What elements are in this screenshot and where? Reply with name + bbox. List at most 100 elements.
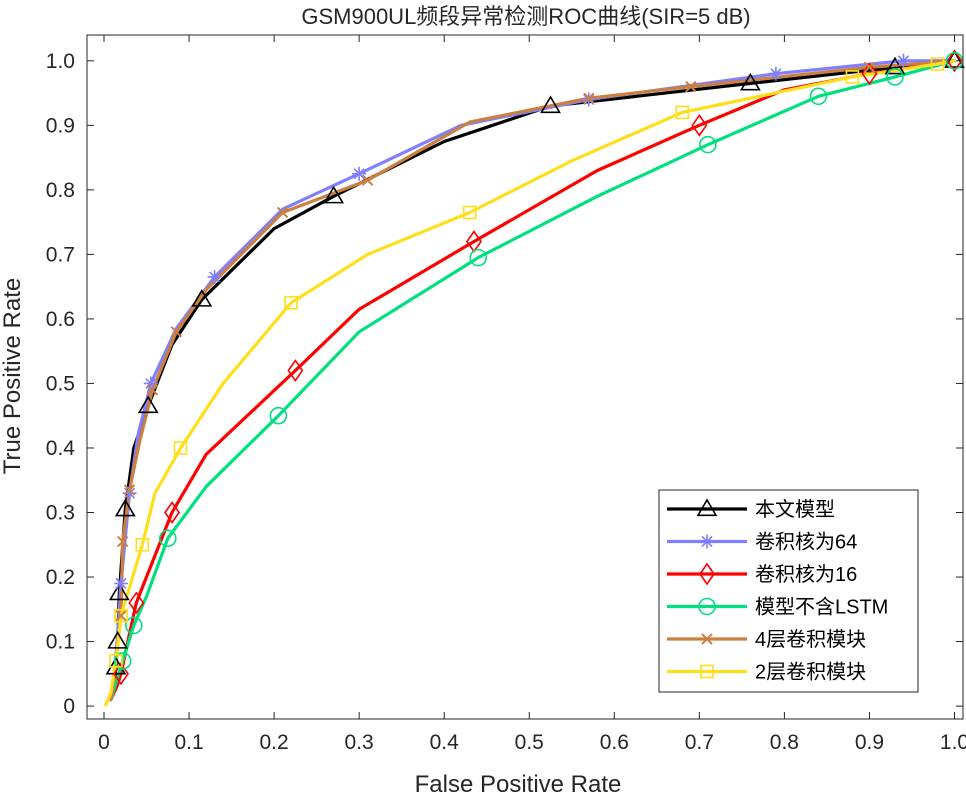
x-tick-label: 0 xyxy=(98,731,110,754)
data-point xyxy=(164,501,181,524)
data-point xyxy=(361,174,374,186)
chart-title: GSM900UL频段异常检测ROC曲线(SIR=5 dB) xyxy=(301,4,750,29)
data-point xyxy=(114,576,129,591)
y-tick-label: 0.4 xyxy=(46,437,76,460)
series-markers-1 xyxy=(114,53,911,591)
legend-marker-3 xyxy=(698,597,716,616)
data-point xyxy=(946,49,963,73)
data-point xyxy=(191,288,213,307)
data-point xyxy=(114,608,128,623)
series-markers-5 xyxy=(109,57,945,668)
legend-label-3: 模型不含LSTM xyxy=(755,596,888,619)
series-line-5 xyxy=(104,59,957,707)
x-tick-label: 0.7 xyxy=(685,731,714,754)
data-point xyxy=(276,206,289,219)
data-point xyxy=(123,484,136,496)
data-point xyxy=(944,50,965,68)
y-tick-label: 0.9 xyxy=(46,114,75,137)
y-tick-label: 0.5 xyxy=(46,372,75,395)
series-markers-2 xyxy=(113,49,963,686)
y-tick-label: 0.2 xyxy=(46,566,75,589)
x-tick-label: 1.0 xyxy=(940,731,966,754)
legend-label-1: 卷积核为64 xyxy=(755,531,857,554)
data-point xyxy=(108,582,130,601)
data-point xyxy=(107,630,129,649)
legend-marker-4 xyxy=(701,633,713,645)
x-axis-label: False Positive Rate xyxy=(415,771,622,796)
data-point xyxy=(135,537,150,552)
x-tick-label: 0.6 xyxy=(600,731,629,754)
data-point xyxy=(886,68,904,86)
y-tick-label: 0.8 xyxy=(46,179,75,202)
x-tick-label: 0.1 xyxy=(174,731,203,754)
data-point xyxy=(207,269,222,284)
series-markers-3 xyxy=(113,52,964,670)
y-tick-label: 0.6 xyxy=(46,308,75,331)
legend-label-4: 4层卷积模块 xyxy=(755,628,866,651)
data-point xyxy=(930,57,945,71)
data-point xyxy=(739,72,761,91)
data-point xyxy=(352,166,367,181)
x-tick-label: 0.8 xyxy=(770,731,799,754)
data-point xyxy=(699,135,717,154)
data-point xyxy=(845,70,860,84)
y-tick-label: 0.1 xyxy=(46,631,75,654)
data-point xyxy=(124,616,143,635)
data-point xyxy=(113,662,129,686)
legend-marker-0 xyxy=(696,498,718,517)
legend-label-2: 卷积核为16 xyxy=(755,563,857,586)
data-point xyxy=(146,384,159,396)
x-tick-label: 0.9 xyxy=(855,731,884,754)
legend-label-0: 本文模型 xyxy=(755,498,835,521)
data-point xyxy=(462,205,477,220)
series-markers-0 xyxy=(105,50,965,675)
data-point xyxy=(115,610,127,622)
data-point xyxy=(109,654,123,668)
series-markers-4 xyxy=(115,61,876,622)
y-tick-label: 0.3 xyxy=(46,502,75,525)
legend-marker-2 xyxy=(699,562,715,586)
data-point xyxy=(113,652,132,670)
data-point xyxy=(287,359,304,382)
data-point xyxy=(691,113,708,137)
legend-marker-5 xyxy=(700,664,714,679)
series-markers xyxy=(105,49,965,686)
legend-marker-1 xyxy=(700,534,714,549)
data-point xyxy=(114,498,136,517)
data-point xyxy=(540,95,561,114)
y-tick-label: 1.0 xyxy=(46,50,75,73)
data-point xyxy=(128,591,145,615)
data-point xyxy=(675,105,690,120)
x-tick-label: 0.3 xyxy=(345,731,374,754)
data-point xyxy=(469,248,488,267)
axis-ticks: 0 0.1 0.2 0.3 0.4 0.5 0.6 0.7 0.8 0.9 1.0 0 0.1 0.2 0.… xyxy=(46,35,966,754)
data-point xyxy=(861,62,878,86)
legend-label-5: 2层卷积模块 xyxy=(755,661,866,684)
data-point xyxy=(284,295,298,310)
data-point xyxy=(685,80,697,93)
data-point xyxy=(117,535,129,548)
data-point xyxy=(170,326,183,338)
y-tick-label: 0.7 xyxy=(46,243,75,266)
data-point xyxy=(122,486,137,501)
plot-frame xyxy=(86,34,964,720)
data-point xyxy=(945,52,964,70)
x-tick-label: 0.2 xyxy=(260,731,289,754)
data-point xyxy=(137,395,159,414)
data-point xyxy=(269,406,288,425)
y-axis-label: True Positive Rate xyxy=(0,278,26,475)
legend-box xyxy=(658,489,919,693)
y-tick-label: 0 xyxy=(63,695,75,718)
x-tick-label: 0.4 xyxy=(430,731,460,754)
data-point xyxy=(143,376,158,391)
data-point xyxy=(583,92,595,104)
data-point xyxy=(863,61,876,73)
data-point xyxy=(158,529,177,548)
x-tick-label: 0.5 xyxy=(515,731,544,754)
data-point xyxy=(809,87,828,106)
data-point xyxy=(896,53,911,68)
data-point xyxy=(173,441,188,455)
data-point xyxy=(323,185,345,204)
